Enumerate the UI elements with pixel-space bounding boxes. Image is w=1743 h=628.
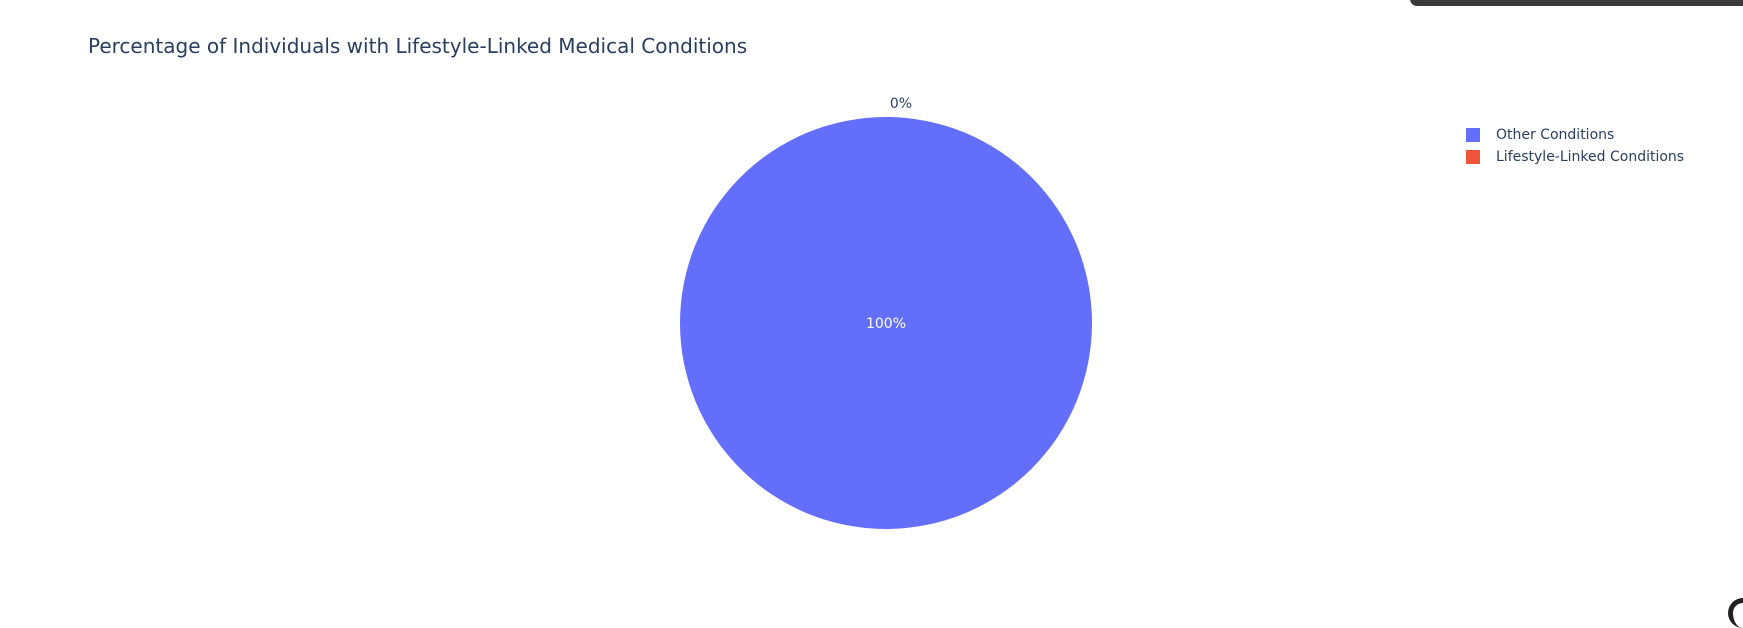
legend-swatch-lifestyle xyxy=(1466,150,1480,164)
chart-title: Percentage of Individuals with Lifestyle… xyxy=(88,34,748,58)
overlay-toolbar-edge xyxy=(1410,0,1743,6)
window-corner xyxy=(1728,598,1743,628)
legend-label-lifestyle: Lifestyle-Linked Conditions xyxy=(1496,149,1685,165)
legend-swatch-other xyxy=(1466,128,1480,142)
pie-label-lifestyle: 0% xyxy=(890,96,912,112)
legend: Other Conditions Lifestyle-Linked Condit… xyxy=(1466,124,1684,168)
legend-item-lifestyle[interactable]: Lifestyle-Linked Conditions xyxy=(1466,146,1684,168)
legend-item-other[interactable]: Other Conditions xyxy=(1466,124,1684,146)
pie-slice-other[interactable] xyxy=(680,117,1092,529)
pie-label-other: 100% xyxy=(866,316,906,332)
legend-label-other: Other Conditions xyxy=(1496,127,1615,143)
